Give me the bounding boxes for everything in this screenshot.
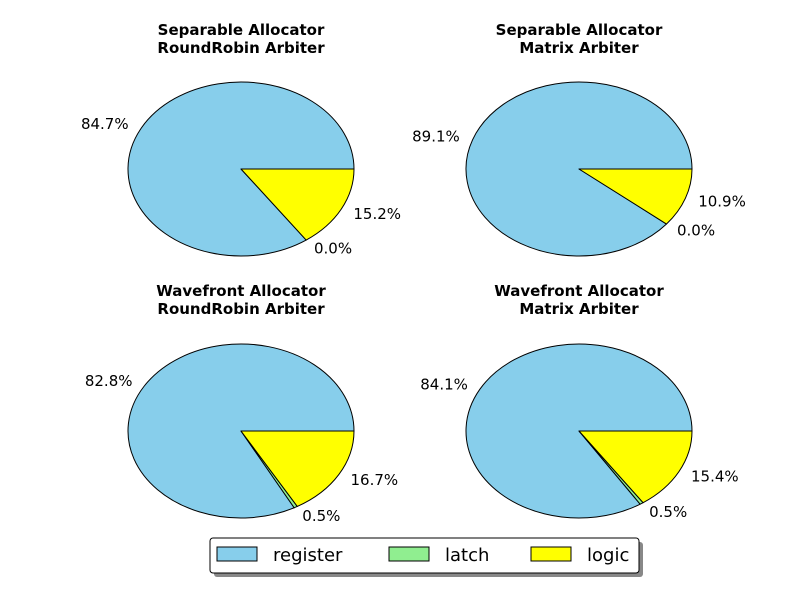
chart-title-line: RoundRobin Arbiter — [157, 39, 325, 57]
chart-title-line: Wavefront Allocator — [494, 282, 664, 300]
pie-label-logic: 15.4% — [691, 467, 739, 485]
chart-title-line: Separable Allocator — [158, 21, 325, 39]
pie-label-register: 82.8% — [85, 372, 133, 390]
legend-swatch-register — [216, 546, 258, 562]
pie-slice-logic — [240, 168, 355, 241]
legend: register latch logic — [209, 537, 643, 577]
pie-label-latch: 0.0% — [677, 222, 715, 240]
pie-label-register: 84.7% — [81, 115, 129, 133]
pie-label-logic: 16.7% — [351, 471, 399, 489]
legend-label-logic: logic — [587, 545, 629, 566]
chart-title-line: RoundRobin Arbiter — [157, 300, 325, 318]
pie-label-register: 84.1% — [420, 375, 468, 393]
legend-label-latch: latch — [445, 545, 489, 566]
pie-label-register: 89.1% — [412, 127, 460, 145]
pie-label-logic: 15.2% — [353, 205, 401, 223]
chart-title-line: Wavefront Allocator — [156, 282, 326, 300]
legend-swatch-logic — [530, 546, 572, 562]
legend-swatch-latch — [388, 546, 430, 562]
chart-title-line: Matrix Arbiter — [519, 300, 639, 318]
pie-slice-logic — [240, 430, 355, 507]
chart-title-line: Matrix Arbiter — [519, 39, 639, 57]
pie-slice-logic — [578, 168, 693, 225]
chart-title-line: Separable Allocator — [496, 21, 663, 39]
pie-label-latch: 0.0% — [314, 240, 352, 258]
legend-label-register: register — [273, 545, 343, 566]
pie-label-latch: 0.5% — [302, 507, 340, 525]
pie-label-logic: 10.9% — [698, 193, 746, 211]
pie-label-latch: 0.5% — [649, 503, 687, 521]
pie-slice-logic — [578, 430, 693, 504]
